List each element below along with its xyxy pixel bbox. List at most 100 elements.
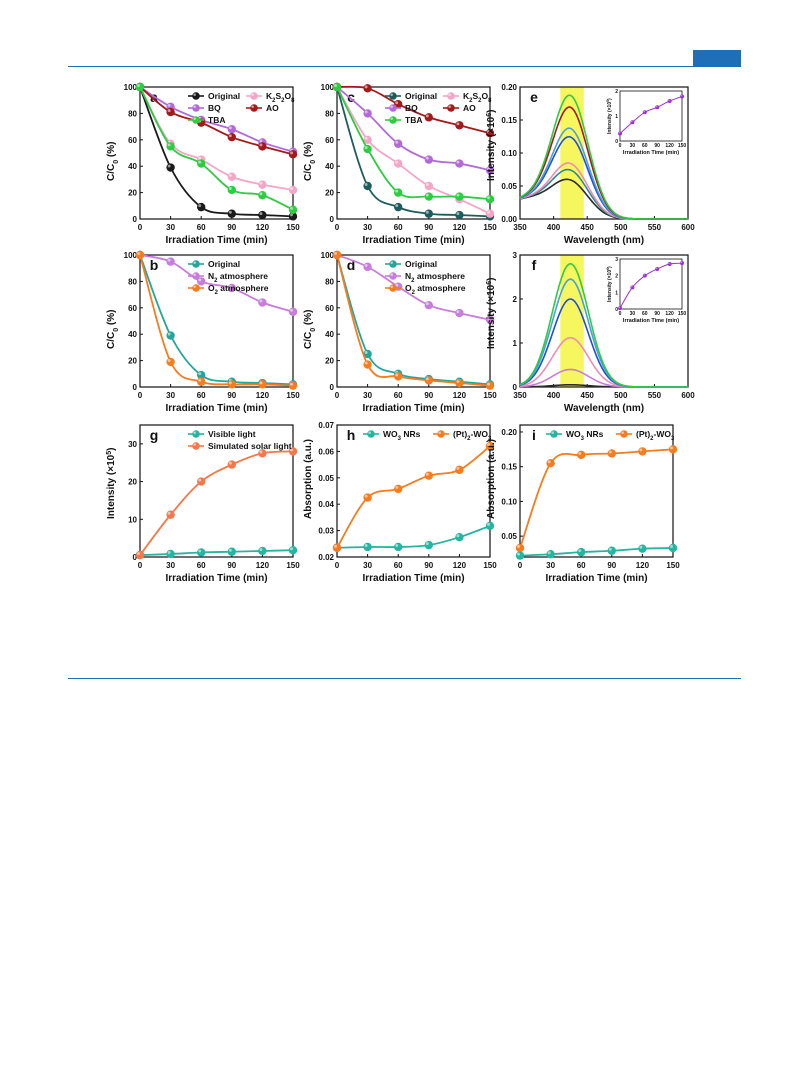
legend-label-0: WO3 NRs [566,429,604,442]
y-tick-label: 0 [133,553,138,562]
data-point-4-4-fill [258,191,267,200]
data-point-1-5 [288,447,298,456]
legend-marker-2 [389,104,397,112]
x-tick-label: 600 [681,223,695,232]
legend-marker-4 [192,116,200,124]
header-rule [68,66,741,67]
legend-marker-1-shine [438,431,442,435]
data-point-0-2-shine [578,549,582,553]
legend-marker-1 [192,442,200,450]
data-point-3-2-shine [395,101,399,105]
data-point-4-0-fill [332,82,342,92]
x-tick-label: 90 [227,223,236,232]
legend-marker-0-shine [390,261,394,264]
data-point-0-5 [288,212,298,221]
y-axis-label: Intensity (×106) [486,278,498,349]
y-tick-label: 0.15 [501,463,517,472]
inset-y-axis-label: Intensity (×105) [606,98,613,134]
data-point-1-1 [546,459,555,468]
data-point-1-3-fill [227,460,236,469]
data-point-4-1-shine [167,143,171,147]
data-point-0-4 [258,210,267,220]
data-point-2-3-fill [227,380,236,389]
y-tick-label: 100 [321,251,335,260]
data-point-3-1-shine [364,85,368,89]
data-point-1-3 [227,460,236,469]
data-point-0-3-shine [228,210,232,214]
data-point-4-2 [394,188,403,197]
legend-marker-1 [437,430,445,438]
data-point-1-4-shine [259,450,263,454]
data-point-2-4 [258,380,267,389]
data-point-3-4-shine [259,143,263,147]
data-point-1-5-fill [485,209,495,218]
legend-marker-0-fill [389,92,397,100]
legend-marker-1-fill [389,272,397,280]
legend-marker-0-shine [368,431,372,435]
data-point-0-1-fill [546,550,555,559]
data-point-1-1-shine [167,258,171,262]
x-tick-label: 90 [227,561,236,570]
data-point-0-2 [197,370,206,380]
inset-x-axis-label: Irradiation Time (min) [623,318,679,324]
inset-frame [619,90,683,142]
panel-c: 0 30 60 90 120 150 0 20 40 60 80 100 Irradiation Tim… [303,82,497,246]
data-point-1-4-shine [456,310,460,314]
series-line-0 [519,547,674,557]
y-tick-label: 0.15 [501,116,517,125]
series-line-1 [519,448,674,549]
x-tick-label: 90 [424,561,433,570]
x-tick-label: 450 [581,391,595,400]
data-point-1-4 [258,449,267,458]
data-point-1-1 [166,257,175,266]
data-point-1-5 [288,307,298,316]
data-point-4-1-shine [364,146,368,150]
data-point-1-2-shine [198,278,202,282]
legend-marker-0-fill [550,430,558,438]
y-axis-label: Intensity (×105) [106,448,118,519]
data-point-1-3 [424,300,433,310]
data-point-3-1 [166,107,175,117]
legend: WO3 NRs (Pt)2-WO3 [546,429,675,442]
data-point-0-1 [166,331,175,340]
data-point-0-3-shine [425,210,429,214]
y-tick-label: 60 [325,136,334,145]
x-tick-label: 500 [614,223,628,232]
inset-plot: 0 30 60 90 120 150 0 1 2 3 Irradiation Time (min) I… [606,257,686,324]
data-point-3-3-fill [424,113,433,122]
legend-label-4: TBA [208,115,225,125]
data-point-4-3-fill [227,185,236,195]
data-point-0-4-fill [258,210,267,220]
data-point-1-2 [394,159,403,168]
inset-point-2-shine [643,110,645,113]
data-point-1-1-shine [364,263,368,267]
x-tick-label: 450 [581,223,595,232]
y-tick-label: 40 [325,330,334,339]
legend-marker-0 [367,430,375,438]
data-point-0-0 [515,551,525,560]
legend-label-1: N2 atmosphere [405,271,465,284]
x-tick-label: 120 [453,561,467,570]
y-tick-label: 0 [330,383,335,392]
data-point-1-2-shine [198,478,202,482]
data-point-4-0 [332,82,342,92]
data-point-1-4 [455,465,464,475]
inset-point-4-fill [667,262,672,266]
data-point-2-1 [166,357,175,367]
legend: WO3 NRs (Pt)2-WO3 [363,429,492,442]
data-point-4-2 [197,159,206,168]
data-point-1-4-fill [455,465,464,475]
data-point-1-0 [332,543,342,552]
data-point-4-0-fill [135,82,145,92]
data-point-0-1-shine [364,183,368,186]
data-point-4-4-fill [455,192,464,201]
data-point-1-4-shine [456,466,460,470]
highlight-band [560,255,584,387]
x-axis-label: Wavelength (nm) [564,235,644,246]
data-point-2-4-fill [455,159,464,168]
data-point-3-5-shine [487,130,490,134]
data-point-2-1-fill [363,109,372,118]
data-point-4-5 [288,205,298,214]
data-point-0-4 [258,546,267,556]
